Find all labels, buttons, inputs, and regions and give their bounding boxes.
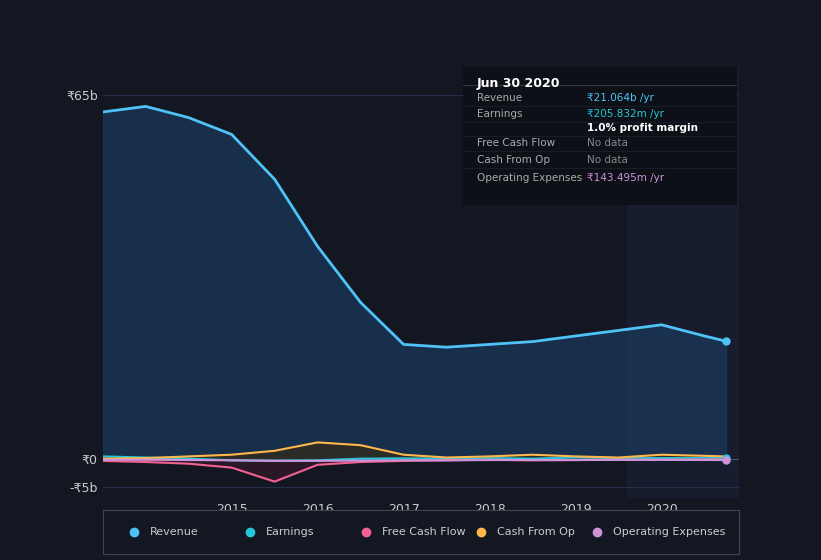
- Text: Revenue: Revenue: [477, 92, 522, 102]
- Bar: [627, 67, 782, 498]
- Text: No data: No data: [586, 155, 627, 165]
- Text: Free Cash Flow: Free Cash Flow: [382, 527, 466, 537]
- Text: Cash From Op: Cash From Op: [498, 527, 576, 537]
- Text: ₹21.064b /yr: ₹21.064b /yr: [586, 92, 654, 102]
- Text: No data: No data: [586, 138, 627, 148]
- Text: Cash From Op: Cash From Op: [477, 155, 550, 165]
- Text: 1.0% profit margin: 1.0% profit margin: [586, 123, 698, 133]
- Text: Operating Expenses: Operating Expenses: [477, 172, 582, 183]
- Text: ₹205.832m /yr: ₹205.832m /yr: [586, 109, 663, 119]
- Text: Jun 30 2020: Jun 30 2020: [477, 77, 561, 90]
- Text: Operating Expenses: Operating Expenses: [613, 527, 726, 537]
- Text: Revenue: Revenue: [150, 527, 200, 537]
- Text: Free Cash Flow: Free Cash Flow: [477, 138, 555, 148]
- Text: Earnings: Earnings: [477, 109, 523, 119]
- Text: Earnings: Earnings: [266, 527, 314, 537]
- Text: ₹143.495m /yr: ₹143.495m /yr: [586, 172, 663, 183]
